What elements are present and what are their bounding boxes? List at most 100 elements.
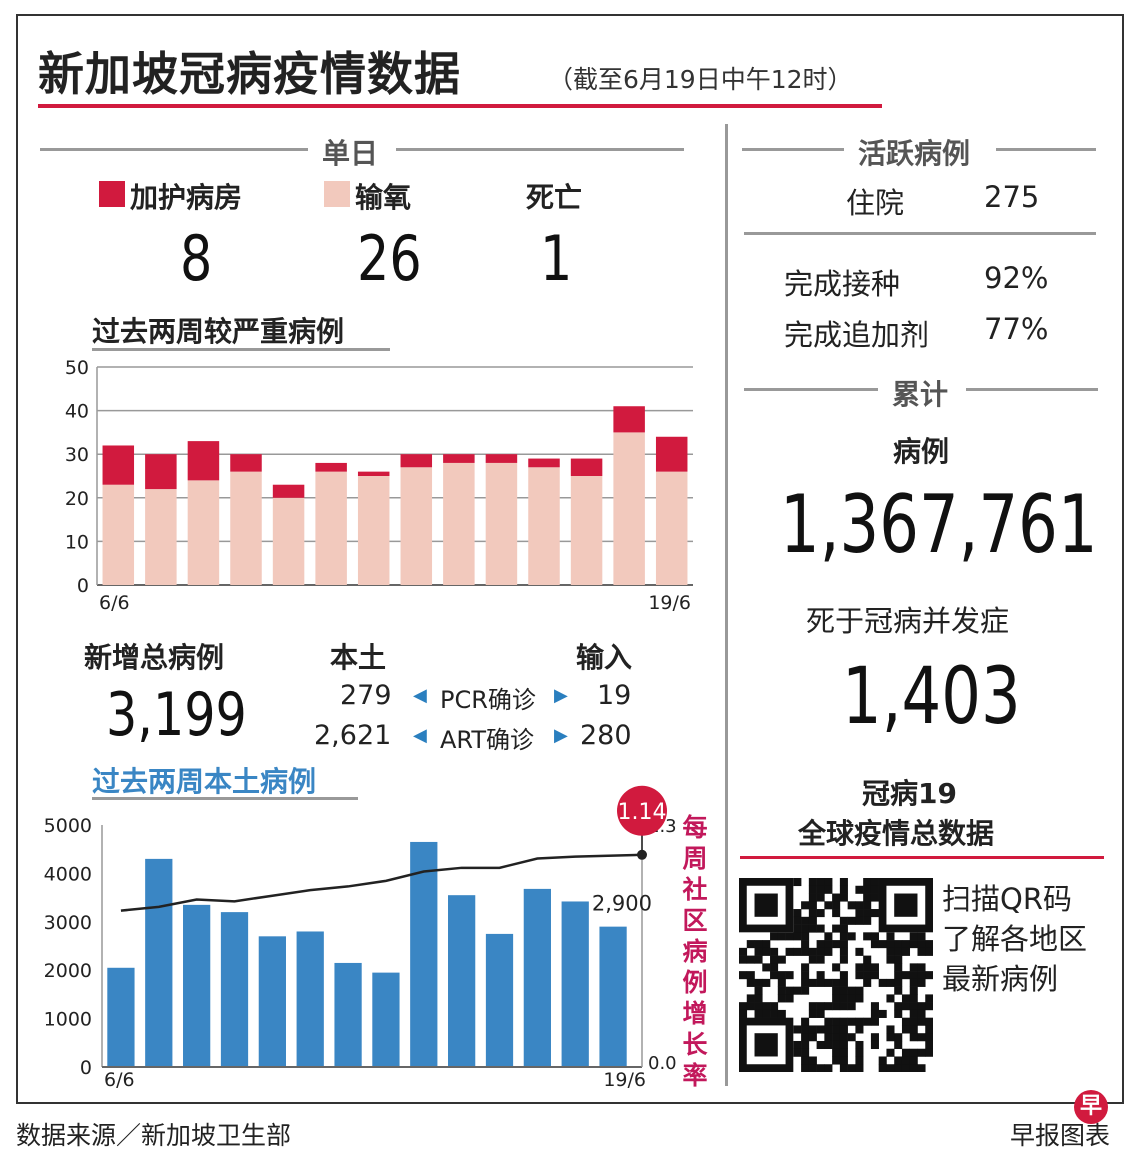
qr-module [824, 1002, 833, 1011]
qr-module [909, 940, 918, 949]
x-tick-label: 6/6 [99, 592, 130, 614]
hosp-label: 住院 [846, 186, 905, 220]
severe-chart-axis: 0 10 20 30 40 50 6/6 19/6 [65, 357, 691, 614]
qr-module [855, 909, 864, 918]
cumulative-rule-right [966, 388, 1098, 391]
qr-module [816, 1025, 825, 1034]
x-tick-label: 6/6 [104, 1069, 135, 1091]
new-cases-label: 新增总病例 [84, 641, 225, 674]
graphic-credit: 早报图表 [1010, 1121, 1111, 1150]
global-title-line1: 冠病19 [862, 777, 957, 810]
qr-module [739, 971, 748, 980]
oxygen-bar [145, 489, 177, 585]
qr-module [839, 947, 848, 956]
qr-module [909, 963, 918, 972]
qr-module [746, 978, 755, 987]
qr-module [754, 978, 763, 987]
qr-module [746, 994, 755, 1003]
oxygen-bar [315, 471, 347, 585]
qr-module [824, 1064, 833, 1072]
qr-module [808, 1056, 817, 1065]
qr-module [832, 1033, 841, 1042]
qr-module [762, 963, 771, 972]
qr-finder-inner [754, 893, 778, 917]
local-case-bar [448, 895, 476, 1067]
qr-module [839, 1048, 848, 1057]
qr-module [808, 1064, 817, 1072]
qr-module [808, 924, 817, 933]
icu-bar [443, 454, 475, 463]
qr-module [909, 971, 918, 980]
qr-module [839, 1002, 848, 1011]
qr-module [808, 1033, 817, 1042]
qr-module [762, 1002, 771, 1011]
oxygen-bar [102, 484, 135, 585]
local-case-bar [410, 841, 438, 1067]
local-label: 本土 [330, 641, 387, 674]
qr-module [894, 947, 903, 956]
qr-module [901, 1025, 911, 1034]
qr-module [832, 994, 841, 1003]
qr-module [739, 1009, 748, 1018]
qr-module [878, 1009, 887, 1018]
severe-cases-chart: 0 10 20 30 40 50 6/6 19/6 [65, 357, 693, 614]
qr-module [770, 947, 779, 956]
left-arrow-icon: ◀ [413, 685, 427, 706]
qr-module [754, 1009, 763, 1018]
oxygen-bar [613, 432, 645, 585]
y-tick-label: 5000 [44, 815, 92, 837]
qr-module [816, 909, 825, 918]
qr-module [832, 1040, 841, 1050]
qr-module [901, 1048, 911, 1057]
qr-module [839, 893, 848, 902]
qr-module [839, 994, 848, 1003]
left-arrow-icon: ◀ [413, 725, 427, 746]
qr-module [824, 978, 833, 987]
local-chart-caption: 过去两周本土病例 [92, 765, 317, 798]
y-tick-label: 1000 [44, 1009, 92, 1031]
qr-module [870, 1002, 879, 1011]
qr-module [793, 986, 802, 995]
qr-module [886, 955, 895, 964]
active-section-title: 活跃病例 [858, 137, 971, 170]
icu-bar [145, 454, 177, 490]
qr-module [739, 947, 748, 956]
qr-module [863, 978, 872, 987]
qr-module [894, 940, 903, 949]
new-cases-value: 3,199 [106, 680, 247, 750]
local-case-bar [145, 858, 173, 1067]
right-arrow-icon: ▶ [554, 725, 568, 746]
qr-code-icon[interactable] [739, 878, 933, 1072]
qr-module [909, 1009, 918, 1018]
qr-module [801, 1017, 810, 1026]
oxygen-swatch [324, 181, 350, 207]
global-rule [740, 856, 1104, 859]
qr-module [824, 947, 833, 956]
cumulative-deaths-label: 死于冠病并发症 [806, 604, 1010, 638]
qr-module [801, 940, 810, 949]
qr-module [801, 947, 810, 956]
qr-module [832, 893, 841, 902]
qr-module [901, 1064, 911, 1072]
y-tick-label: 10 [65, 531, 89, 553]
qr-module [816, 1009, 825, 1018]
qr-module [847, 1033, 856, 1042]
qr-module [878, 978, 887, 987]
oxygen-bar [570, 476, 603, 585]
local-case-bar [183, 904, 211, 1067]
qr-module [870, 909, 879, 918]
qr-module [855, 947, 864, 956]
qr-module [839, 940, 848, 949]
oxygen-bar [357, 476, 390, 585]
y-tick-label: 0 [80, 1057, 92, 1079]
qr-module [909, 1002, 918, 1011]
y-tick-label: 2000 [44, 960, 92, 982]
booster-value: 77% [984, 312, 1049, 346]
qr-module [870, 878, 879, 887]
pcr-import-value: 19 [597, 680, 632, 711]
qr-module [832, 1048, 841, 1057]
qr-module [839, 878, 848, 887]
qr-module [839, 1040, 848, 1050]
daily-rule-left [40, 148, 308, 151]
qr-module [785, 932, 794, 941]
